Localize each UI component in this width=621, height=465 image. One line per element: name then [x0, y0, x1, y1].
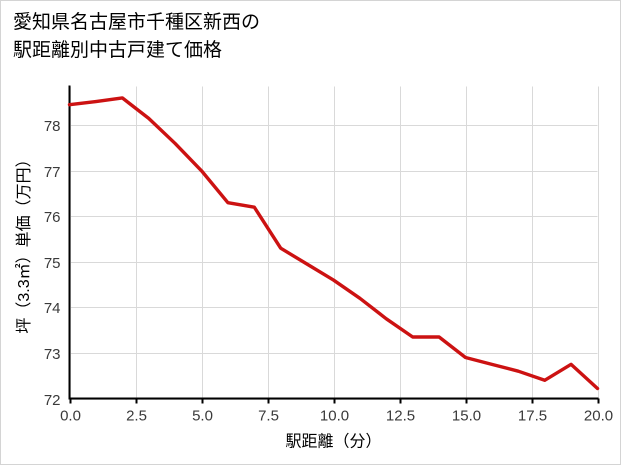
y-axis-tick-labels: 72 73 74 75 76 77 78 [44, 118, 61, 409]
x-tick-label: 17.5 [518, 408, 547, 425]
y-axis-title: 坪（3.3㎡）単価（万円） [15, 151, 33, 333]
x-tick-label: 10.0 [320, 408, 349, 425]
chart-title-line2: 駅距離別中古戸建て価格 [13, 39, 223, 61]
data-series-line [67, 96, 600, 391]
y-tick-label: 78 [44, 118, 61, 135]
y-tick-label: 73 [44, 346, 61, 363]
x-tick-label: 0.0 [60, 408, 81, 425]
y-tick-label: 72 [44, 392, 61, 409]
y-tick-label: 75 [44, 255, 61, 272]
x-gridlines [69, 86, 600, 399]
x-axis-title: 駅距離（分） [285, 433, 381, 451]
y-tick-label: 74 [44, 300, 61, 317]
y-gridlines [69, 124, 598, 401]
y-tick-label: 76 [44, 209, 61, 226]
y-tick-label: 77 [44, 164, 61, 181]
x-tick-label: 12.5 [386, 408, 415, 425]
x-axis-tick-labels: 0.0 2.5 5.0 7.5 10.0 12.5 15.0 17.5 20.0 [60, 408, 613, 425]
x-tick-label: 7.5 [258, 408, 279, 425]
x-tick-label: 2.5 [126, 408, 147, 425]
chart-title-line1: 愛知県名古屋市千種区新西の [13, 12, 261, 33]
x-tick-label: 5.0 [192, 408, 213, 425]
x-tick-label: 15.0 [452, 408, 481, 425]
page-title: 愛知県名古屋市千種区新西の 駅距離別中古戸建て価格 [13, 9, 573, 64]
x-tick-label: 20.0 [584, 408, 613, 425]
